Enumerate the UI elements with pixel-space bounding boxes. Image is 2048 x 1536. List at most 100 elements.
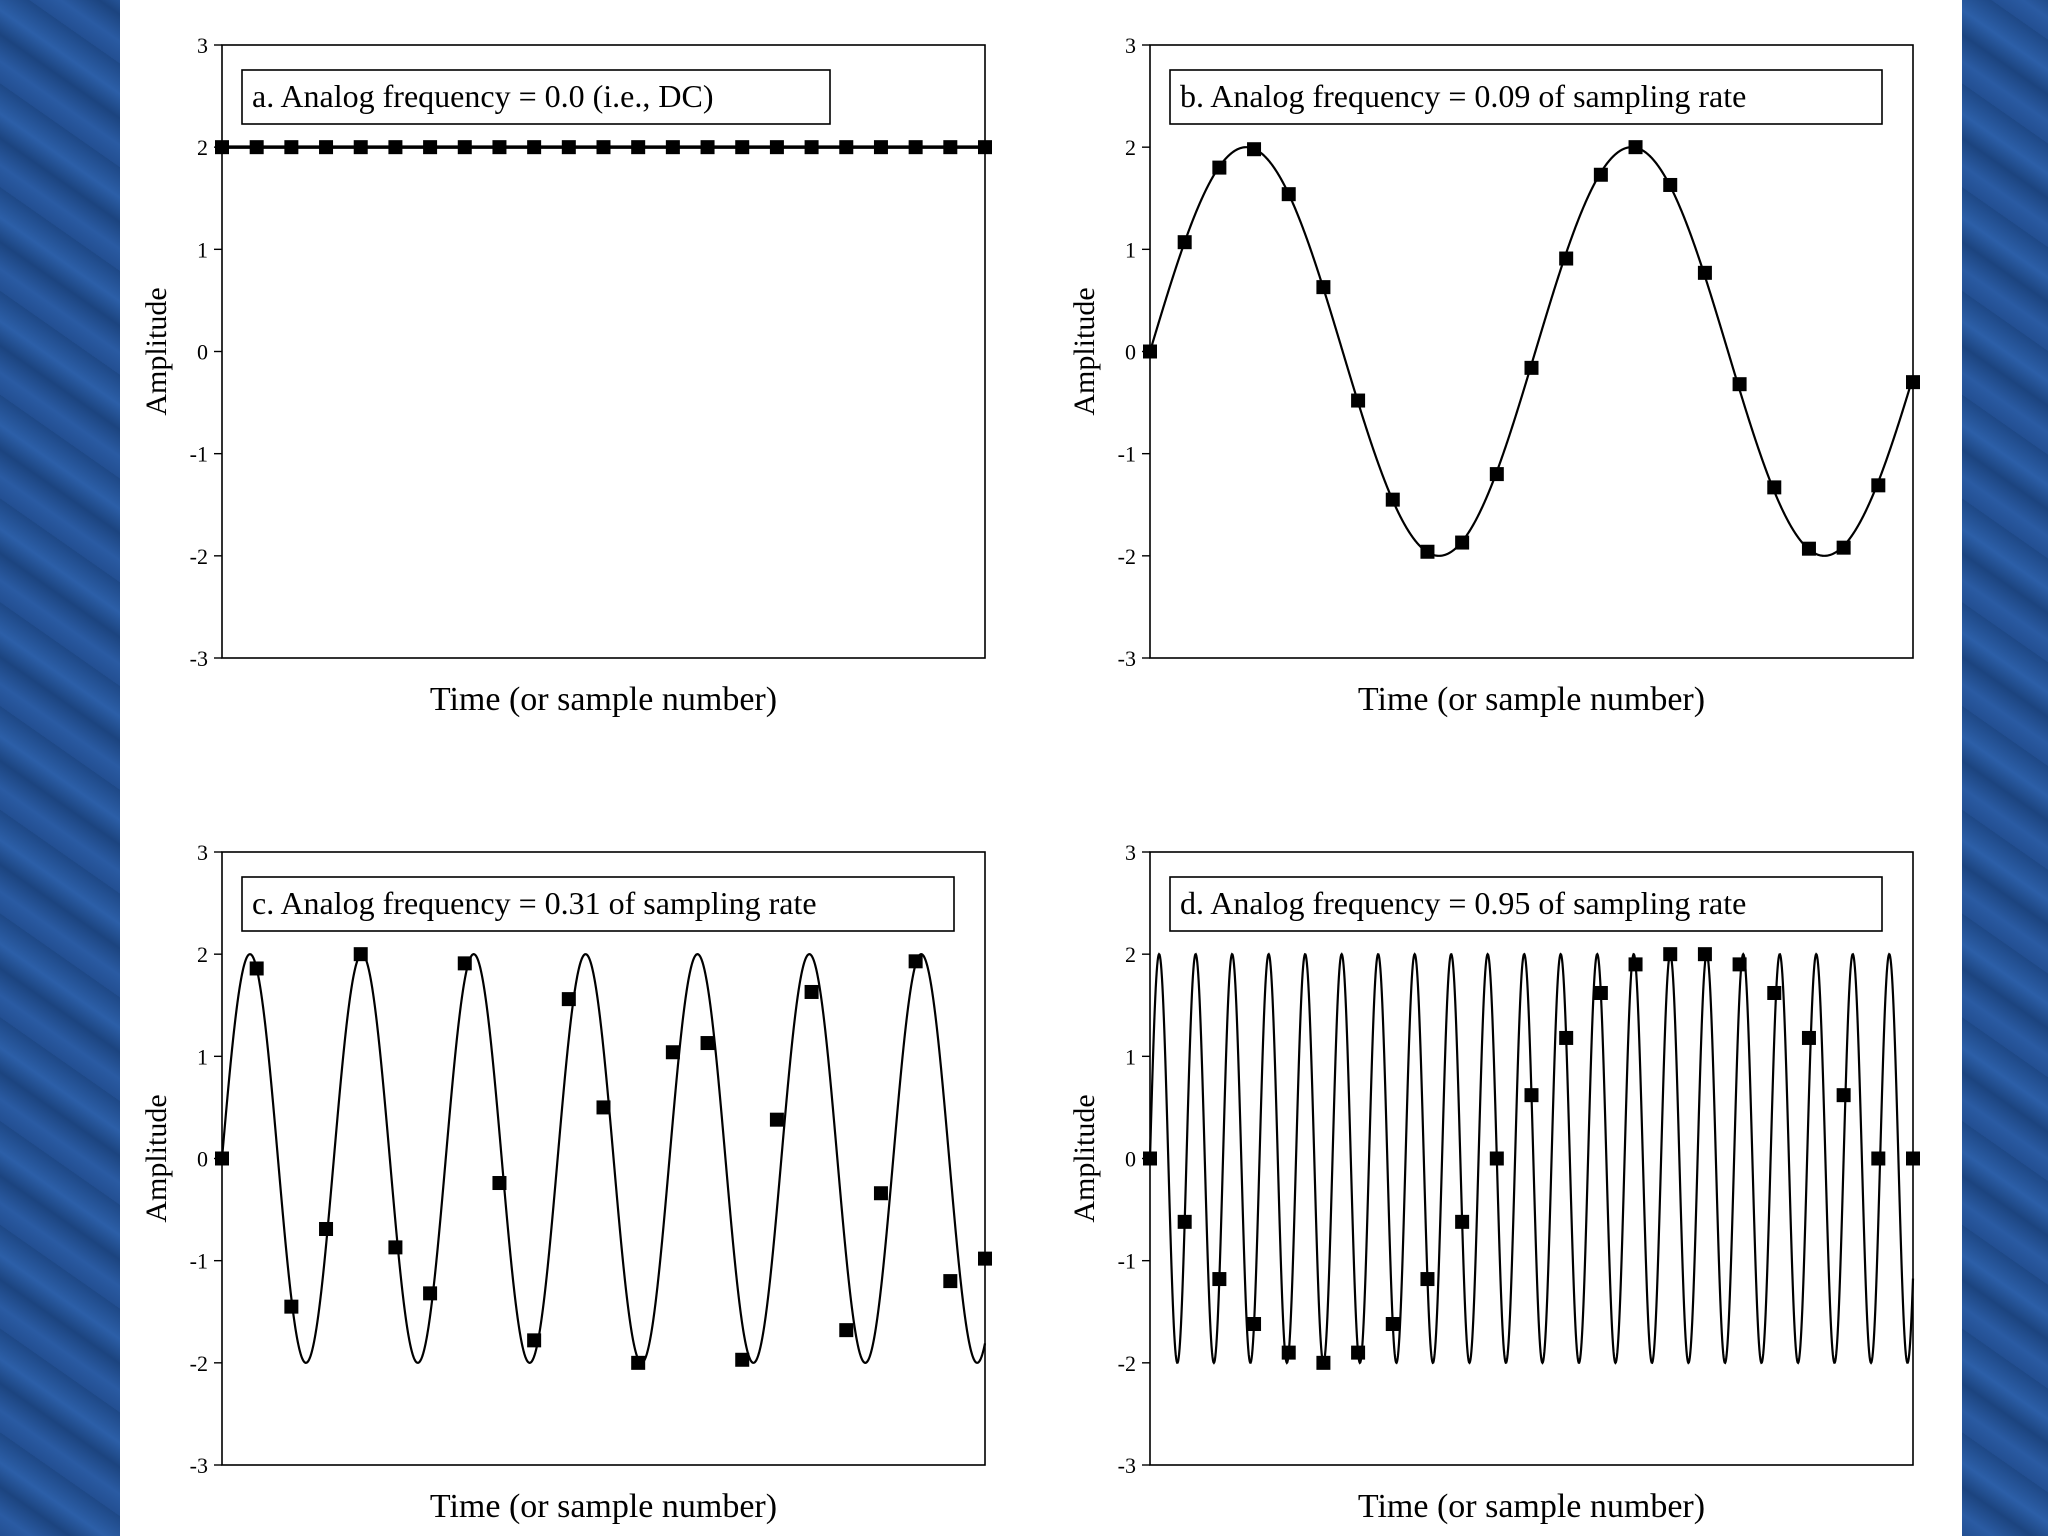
- y-tick-label: -1: [1118, 1249, 1136, 1274]
- sample-marker: [249, 961, 264, 976]
- y-tick-label: 1: [197, 237, 208, 262]
- y-axis-title: Amplitude: [1068, 287, 1101, 415]
- sample-marker: [1697, 265, 1712, 280]
- sample-marker: [319, 140, 334, 155]
- sample-marker: [631, 140, 646, 155]
- sample-marker: [908, 954, 923, 969]
- sample-marker: [1143, 344, 1157, 359]
- sample-marker: [1524, 360, 1539, 375]
- sample-marker: [665, 140, 680, 155]
- y-tick-label: 0: [1125, 340, 1136, 365]
- chart-panel-a: 3 2 1 0 -1 -2 -3 Amplitude Time (or sample numbe…: [140, 33, 992, 718]
- y-tick-label: 3: [197, 33, 208, 58]
- y-tick-label: -3: [190, 646, 208, 671]
- y-tick-label: 2: [1125, 942, 1136, 967]
- plot-frame: [1149, 44, 1914, 659]
- sample-marker: [1767, 985, 1782, 1000]
- background-texture-left: [0, 0, 120, 1536]
- sample-marker: [873, 140, 888, 155]
- sample-marker: [1385, 492, 1400, 507]
- sample-marker: [1593, 167, 1608, 182]
- y-tick-label: 3: [1125, 33, 1136, 58]
- sample-marker: [1489, 467, 1504, 482]
- x-axis-title: Time (or sample number): [1358, 681, 1705, 718]
- sample-marker: [1836, 1088, 1851, 1103]
- sample-marker: [1281, 1345, 1296, 1360]
- sample-marker: [388, 140, 403, 155]
- y-tick-label: -2: [190, 544, 208, 569]
- chart-panel-b: 3 2 1 0 -1 -2 -3 Amplitude Time (or sample numbe…: [1068, 33, 1920, 718]
- sample-marker: [596, 1100, 611, 1115]
- sample-marker: [804, 984, 819, 999]
- sample-marker: [1732, 957, 1747, 972]
- sample-marker: [423, 1286, 438, 1301]
- sample-marker: [1871, 1151, 1886, 1166]
- sample-marker: [1906, 1151, 1920, 1166]
- y-tick-label: -3: [190, 1453, 208, 1478]
- y-tick-label: 2: [197, 942, 208, 967]
- sample-marker: [735, 1352, 750, 1367]
- analog-waveform: [1148, 146, 1915, 557]
- y-tick-label: 0: [197, 340, 208, 365]
- sample-marker: [1906, 375, 1920, 390]
- sample-marker: [249, 140, 264, 155]
- sample-marker: [527, 1333, 542, 1348]
- sample-marker: [839, 1323, 854, 1338]
- sample-marker: [1212, 160, 1227, 175]
- y-tick-label: -2: [190, 1351, 208, 1376]
- legend-title: a. Analog frequency = 0.0 (i.e., DC): [252, 78, 713, 114]
- sample-marker: [457, 956, 472, 971]
- sample-marker: [1559, 1030, 1574, 1045]
- y-axis-title: Amplitude: [1068, 1094, 1101, 1222]
- y-tick-label: 1: [197, 1044, 208, 1069]
- sample-marker: [873, 1186, 888, 1201]
- sample-marker: [561, 140, 576, 155]
- sample-marker: [284, 1299, 299, 1314]
- chart-panel-d: 3 2 1 0 -1 -2 -3 Amplitude Time (or sample numbe…: [1068, 840, 1920, 1525]
- sample-marker: [631, 1355, 646, 1370]
- sample-marker: [1593, 985, 1608, 1000]
- sample-marker: [423, 140, 438, 155]
- sample-marker: [1385, 1317, 1400, 1332]
- sample-marker: [1628, 957, 1643, 972]
- y-tick-label: -1: [190, 442, 208, 467]
- sample-marker: [1524, 1088, 1539, 1103]
- sample-marker: [1247, 142, 1262, 157]
- sample-marker: [978, 140, 992, 155]
- sample-marker: [1420, 544, 1435, 559]
- y-tick-label: -2: [1118, 544, 1136, 569]
- sample-marker: [388, 1240, 403, 1255]
- x-axis-title: Time (or sample number): [1358, 1488, 1705, 1525]
- sample-marker: [908, 140, 923, 155]
- sample-marker: [1281, 187, 1296, 202]
- sample-marker: [1420, 1272, 1435, 1287]
- sample-marker: [1767, 480, 1782, 495]
- sample-marker: [665, 1045, 680, 1060]
- background-texture-right: [1962, 0, 2048, 1536]
- sample-marker: [1177, 235, 1192, 250]
- legend-box: [241, 69, 831, 125]
- sample-marker: [1697, 947, 1712, 962]
- sample-marker: [700, 1036, 715, 1051]
- sample-marker: [804, 140, 819, 155]
- y-tick-label: 0: [1125, 1147, 1136, 1172]
- y-tick-label: -2: [1118, 1351, 1136, 1376]
- sample-marker: [561, 992, 576, 1007]
- sample-marker: [215, 140, 229, 155]
- sample-marker: [839, 140, 854, 155]
- sample-marker: [284, 140, 299, 155]
- legend-box: [1169, 876, 1883, 932]
- y-axis-title: Amplitude: [140, 287, 173, 415]
- sample-marker: [1351, 393, 1366, 408]
- y-tick-label: 1: [1125, 237, 1136, 262]
- sample-marker: [1316, 280, 1331, 295]
- y-tick-label: -3: [1118, 646, 1136, 671]
- sample-marker: [1351, 1345, 1366, 1360]
- sample-marker: [943, 140, 958, 155]
- y-tick-label: 1: [1125, 1044, 1136, 1069]
- sample-marker: [769, 140, 784, 155]
- sample-marker: [1559, 251, 1574, 266]
- y-tick-label: 3: [197, 840, 208, 865]
- y-tick-label: 3: [1125, 840, 1136, 865]
